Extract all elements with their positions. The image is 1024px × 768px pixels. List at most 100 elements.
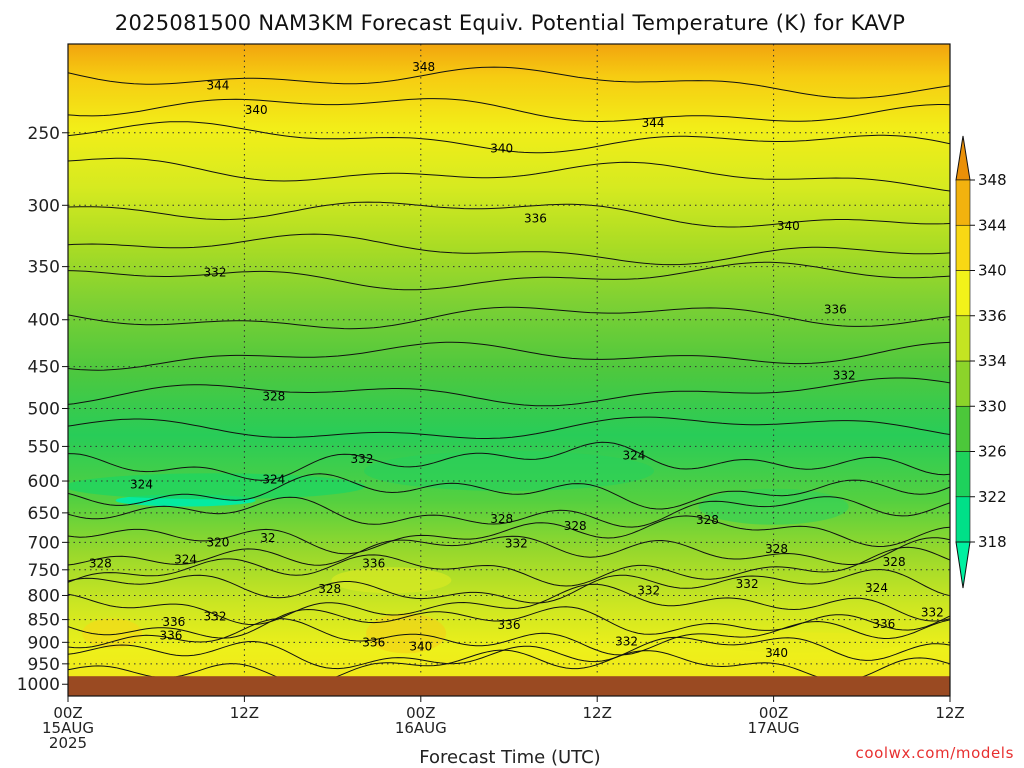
field-patch [703, 632, 903, 653]
y-tick-label: 900 [28, 633, 60, 653]
colorbar-tick-label: 326 [978, 443, 1007, 461]
y-tick-label: 800 [28, 586, 60, 606]
contour-label: 332 [204, 265, 227, 279]
field-patch [366, 613, 447, 654]
x-tick-label: 12Z [935, 704, 964, 722]
contour-label: 328 [318, 582, 341, 596]
contour-label: 328 [262, 389, 285, 403]
contour-label: 332 [505, 536, 528, 550]
contour-line [68, 473, 950, 510]
y-tick-label: 750 [28, 561, 60, 581]
contour-label: 324 [622, 449, 645, 463]
x-tick-label: 00Z [406, 704, 435, 722]
contour-label: 332 [637, 583, 660, 597]
colorbar-segment [955, 451, 971, 498]
contour-line [68, 649, 950, 685]
contour-label: 340 [245, 103, 268, 117]
x-tick-label: 17AUG [748, 719, 800, 737]
contour-label: 32 [260, 531, 275, 545]
y-tick-label: 600 [28, 472, 60, 492]
field-patch [82, 618, 143, 649]
x-tick-label: 12Z [583, 704, 612, 722]
contour-line [68, 66, 950, 99]
y-tick-label: 400 [28, 311, 60, 331]
contour-line [68, 261, 950, 291]
contour-label: 340 [409, 640, 432, 654]
y-tick-label: 1000 [17, 675, 60, 695]
colorbar-segment [955, 360, 971, 407]
contour-line [68, 618, 950, 656]
x-tick-label: 00Z [53, 704, 82, 722]
contour-label: 344 [206, 79, 229, 93]
plot-frame [67, 43, 951, 697]
contour-label: 328 [89, 556, 112, 570]
contour-label: 336 [162, 615, 185, 629]
x-tick-label: 15AUG [42, 719, 94, 737]
contour-label: 328 [564, 519, 587, 533]
y-tick-label: 550 [28, 437, 60, 457]
field-patch [68, 473, 365, 500]
contour-label: 340 [777, 219, 800, 233]
y-tick-label: 250 [28, 124, 60, 144]
contour-label: 328 [490, 512, 513, 526]
contour-label: 328 [883, 555, 906, 569]
contour-label: 332 [921, 606, 944, 620]
y-tick-label: 300 [28, 196, 60, 216]
contour-label: 336 [524, 211, 547, 225]
y-tick-label: 350 [28, 258, 60, 278]
contour-label: 340 [490, 141, 513, 155]
contour-label: 332 [204, 609, 227, 623]
contour-label: 336 [872, 617, 895, 631]
colorbar-tick-label: 336 [978, 307, 1007, 325]
contour-line [68, 636, 950, 670]
colorbar-segment [955, 179, 971, 226]
x-tick-label: 12Z [230, 704, 259, 722]
y-tick-label: 450 [28, 358, 60, 378]
contour-label: 324 [174, 553, 197, 567]
y-tick-label: 500 [28, 400, 60, 420]
contour-label: 344 [642, 116, 665, 130]
contour-label: 328 [696, 513, 719, 527]
contour-line [68, 121, 950, 154]
field-patch [331, 567, 452, 594]
contour-label: 332 [351, 452, 374, 466]
contour-label: 320 [206, 535, 229, 549]
field-patches [68, 450, 903, 654]
colorbar-segment [955, 405, 971, 452]
contour-line [68, 546, 950, 587]
colorbar-tick-label: 322 [978, 488, 1007, 506]
contour-label: 324 [865, 581, 888, 595]
contour-line [68, 535, 950, 566]
colorbar-tick-label: 348 [978, 171, 1007, 189]
colorbar-arrow-bottom [955, 541, 971, 589]
y-tick-label: 950 [28, 655, 60, 675]
contour-label: 324 [262, 473, 285, 487]
contour-label: 336 [159, 629, 182, 643]
contour-line [68, 496, 950, 528]
contour-line [68, 515, 950, 555]
contour-label: 332 [615, 634, 638, 648]
contour-line [68, 201, 950, 228]
contour-label: 332 [736, 577, 759, 591]
colorbar-tick-label: 318 [978, 533, 1007, 551]
contour-label: 336 [362, 556, 385, 570]
y-tick-label: 650 [28, 504, 60, 524]
contour-line [68, 233, 950, 266]
colorbar-tick-label: 330 [978, 397, 1007, 415]
y-tick-label: 700 [28, 533, 60, 553]
credit-text: coolwx.com/models [856, 744, 1015, 762]
y-tick-label: 850 [28, 611, 60, 631]
contour-label: 340 [765, 646, 788, 660]
contour-line [68, 568, 950, 604]
contour-line [68, 377, 950, 407]
contour-line [68, 306, 950, 330]
colorbar-segment [955, 496, 971, 543]
contour-label: 332 [833, 368, 856, 382]
contour-label: 336 [824, 303, 847, 317]
x-tick-label: 2025 [49, 734, 87, 752]
contour-label: 328 [765, 542, 788, 556]
colorbar-tick-label: 344 [978, 216, 1007, 234]
colorbar-segment [955, 270, 971, 317]
